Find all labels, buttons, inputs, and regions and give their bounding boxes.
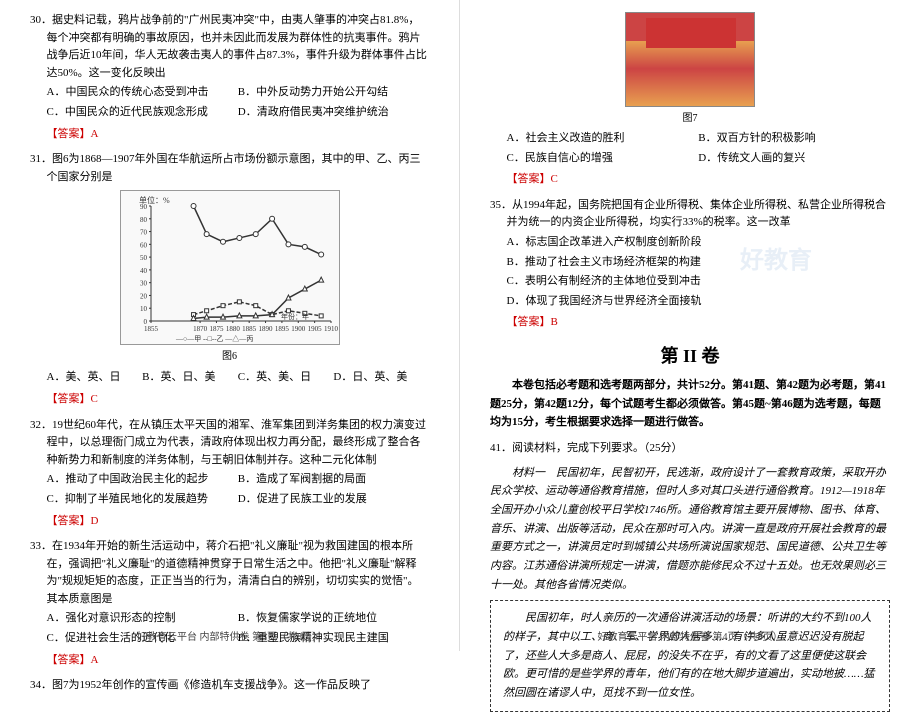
- question-33: 33．在1934年开始的新生活运动中，蒋介石把"礼义廉耻"视为救国建国的根本所在…: [30, 538, 429, 669]
- q35-opt-d: D．体现了我国经济与世界经济全面接轨: [507, 293, 891, 311]
- q33-text: 33．在1934年开始的新生活运动中，蒋介石把"礼义廉耻"视为救国建国的根本所在…: [47, 538, 430, 608]
- footer-right: 好教育云平台 内部特供卷 第4页（共8页）: [460, 628, 920, 643]
- q30-options: A．中国民众的传统心态受到冲击 B．中外反动势力开始公开勾结 C．中国民众的近代…: [47, 84, 430, 123]
- q33-opt-a: A．强化对意识形态的控制: [47, 610, 238, 628]
- svg-text:1870: 1870: [193, 325, 208, 333]
- svg-text:60: 60: [140, 242, 148, 250]
- q35-answer: 【答案】B: [507, 314, 891, 332]
- footer-left: 好教育云平台 内部特供卷 第3页（共8页）: [0, 628, 459, 643]
- q30-opt-a: A．中国民众的传统心态受到冲击: [47, 84, 238, 102]
- question-34-stem: 34．图7为1952年创作的宣传画《修造机车支援战争》。这一作品反映了: [30, 677, 429, 695]
- svg-text:90: 90: [140, 203, 148, 211]
- svg-text:70: 70: [140, 229, 148, 237]
- q31-opt-d: D．日、英、美: [333, 369, 429, 387]
- q31-opt-c: C．英、美、日: [238, 369, 334, 387]
- question-41: 41．阅读材料，完成下列要求。（25分） 材料一 民国初年，民智初开，民选渐，政…: [490, 440, 890, 712]
- q30-opt-b: B．中外反动势力开始公开勾结: [238, 84, 429, 102]
- q41-quote-text: 民国初年，时人亲历的一次通俗讲演活动的场景：听讲的大约不到100人的样子，其中以…: [503, 609, 877, 702]
- q35-options: A．标志国企改革进入产权制度创新阶段 B．推动了社会主义市场经济框架的构建 C．…: [507, 234, 891, 312]
- svg-text:1890: 1890: [258, 325, 273, 333]
- q35-opt-c: C．表明公有制经济的主体地位受到冲击: [507, 273, 891, 291]
- q41-mat1: 材料一 民国初年，民智初开，民选渐，政府设计了一套教育政策，采取开办民众学校、运…: [490, 464, 890, 595]
- chart-svg: 单位：% 0102030405060708090 185518701875188…: [121, 191, 339, 344]
- q32-options: A．推动了中国政治民主化的起步 B．造成了军阀割据的局面 C．抑制了半殖民地化的…: [47, 471, 430, 510]
- question-34-opts: A．社会主义改造的胜利 B．双百方针的积极影响 C．民族自信心的增强 D．传统文…: [490, 130, 890, 189]
- svg-text:1875: 1875: [209, 325, 224, 333]
- chart-fig6: 单位：% 0102030405060708090 185518701875188…: [120, 190, 340, 345]
- section2-title: 第 II 卷: [490, 342, 890, 368]
- q33-answer: 【答案】A: [47, 652, 430, 670]
- question-32: 32．19世纪60年代，在从镇压太平天国的湘军、淮军集团到洋务集团的权力演变过程…: [30, 417, 429, 531]
- q34-text: 34．图7为1952年创作的宣传画《修造机车支援战争》。这一作品反映了: [47, 677, 430, 695]
- svg-text:1900: 1900: [291, 325, 306, 333]
- fig7-caption: 图7: [490, 109, 890, 124]
- fig6-caption: 图6: [30, 349, 429, 365]
- svg-text:50: 50: [140, 254, 148, 262]
- page-right: 好教育 图7 A．社会主义改造的胜利 B．双百方针的积极影响 C．民族自信心的增…: [460, 0, 920, 651]
- q32-answer: 【答案】D: [47, 513, 430, 531]
- q30-answer: 【答案】A: [47, 126, 430, 144]
- q35-opt-a: A．标志国企改革进入产权制度创新阶段: [507, 234, 891, 252]
- q32-opt-c: C．抑制了半殖民地化的发展趋势: [47, 491, 238, 509]
- svg-text:10: 10: [140, 306, 148, 314]
- q41-quote: 民国初年，时人亲历的一次通俗讲演活动的场景：听讲的大约不到100人的样子，其中以…: [490, 600, 890, 711]
- svg-text:1895: 1895: [274, 325, 289, 333]
- svg-text:1880: 1880: [225, 325, 240, 333]
- svg-text:1855: 1855: [144, 325, 159, 333]
- q31-answer: 【答案】C: [47, 391, 430, 409]
- svg-text:40: 40: [140, 267, 148, 275]
- q31-opt-a: A．美、英、日: [47, 369, 143, 387]
- q32-text: 32．19世纪60年代，在从镇压太平天国的湘军、淮军集团到洋务集团的权力演变过程…: [47, 417, 430, 470]
- question-31: 31．图6为1868—1907年外国在华航运所占市场份额示意图，其中的甲、乙、丙…: [30, 151, 429, 408]
- page-left: 好教育 30．据史料记载，鸦片战争前的"广州民夷冲突"中，由夷人肇事的冲突占81…: [0, 0, 460, 651]
- q35-text: 35．从1994年起，国务院把国有企业所得税、集体企业所得税、私营企业所得税合并…: [507, 197, 891, 232]
- q34-options: A．社会主义改造的胜利 B．双百方针的积极影响 C．民族自信心的增强 D．传统文…: [507, 130, 891, 169]
- chart-xlabel: 年份：年: [281, 312, 309, 321]
- q31-text: 31．图6为1868—1907年外国在华航运所占市场份额示意图，其中的甲、乙、丙…: [47, 151, 430, 186]
- poster-flag: [646, 18, 736, 48]
- svg-text:20: 20: [140, 293, 148, 301]
- poster-fig7: [625, 12, 755, 107]
- q30-opt-d: D．清政府借民夷冲突维护统治: [238, 104, 429, 122]
- svg-text:1910: 1910: [324, 325, 339, 333]
- svg-text:1905: 1905: [307, 325, 322, 333]
- chart-legend: —○—甲 --□--乙 —△—丙: [175, 334, 253, 343]
- q30-opt-c: C．中国民众的近代民族观念形成: [47, 104, 238, 122]
- q34-opt-c: C．民族自信心的增强: [507, 150, 699, 168]
- q41-title: 41．阅读材料，完成下列要求。（25分）: [490, 440, 890, 458]
- q34-opt-b: B．双百方针的积极影响: [698, 130, 890, 148]
- q31-opt-b: B．英、日、美: [142, 369, 238, 387]
- q32-opt-b: B．造成了军阀割据的局面: [238, 471, 429, 489]
- q33-opt-b: B．恢复儒家学说的正统地位: [238, 610, 429, 628]
- q34-answer: 【答案】C: [507, 171, 891, 189]
- q30-text: 30．据史料记载，鸦片战争前的"广州民夷冲突"中，由夷人肇事的冲突占81.8%，…: [47, 12, 430, 82]
- q32-opt-d: D．促进了民族工业的发展: [238, 491, 429, 509]
- q31-options: A．美、英、日 B．英、日、美 C．英、美、日 D．日、英、美: [47, 369, 430, 389]
- section2-desc: 本卷包括必考题和选考题两部分，共计52分。第41题、第42题为必考题，第41题2…: [490, 376, 890, 432]
- q34-opt-d: D．传统文人画的复兴: [698, 150, 890, 168]
- q35-opt-b: B．推动了社会主义市场经济框架的构建: [507, 254, 891, 272]
- chart-yticks: 0102030405060708090: [140, 203, 151, 326]
- q34-opt-a: A．社会主义改造的胜利: [507, 130, 699, 148]
- chart-xticks: 1855 187018751880188518901895190019051910: [144, 321, 339, 333]
- svg-text:80: 80: [140, 216, 148, 224]
- svg-text:30: 30: [140, 280, 148, 288]
- q32-opt-a: A．推动了中国政治民主化的起步: [47, 471, 238, 489]
- question-35: 35．从1994年起，国务院把国有企业所得税、集体企业所得税、私营企业所得税合并…: [490, 197, 890, 332]
- svg-text:1885: 1885: [242, 325, 257, 333]
- question-30: 30．据史料记载，鸦片战争前的"广州民夷冲突"中，由夷人肇事的冲突占81.8%，…: [30, 12, 429, 143]
